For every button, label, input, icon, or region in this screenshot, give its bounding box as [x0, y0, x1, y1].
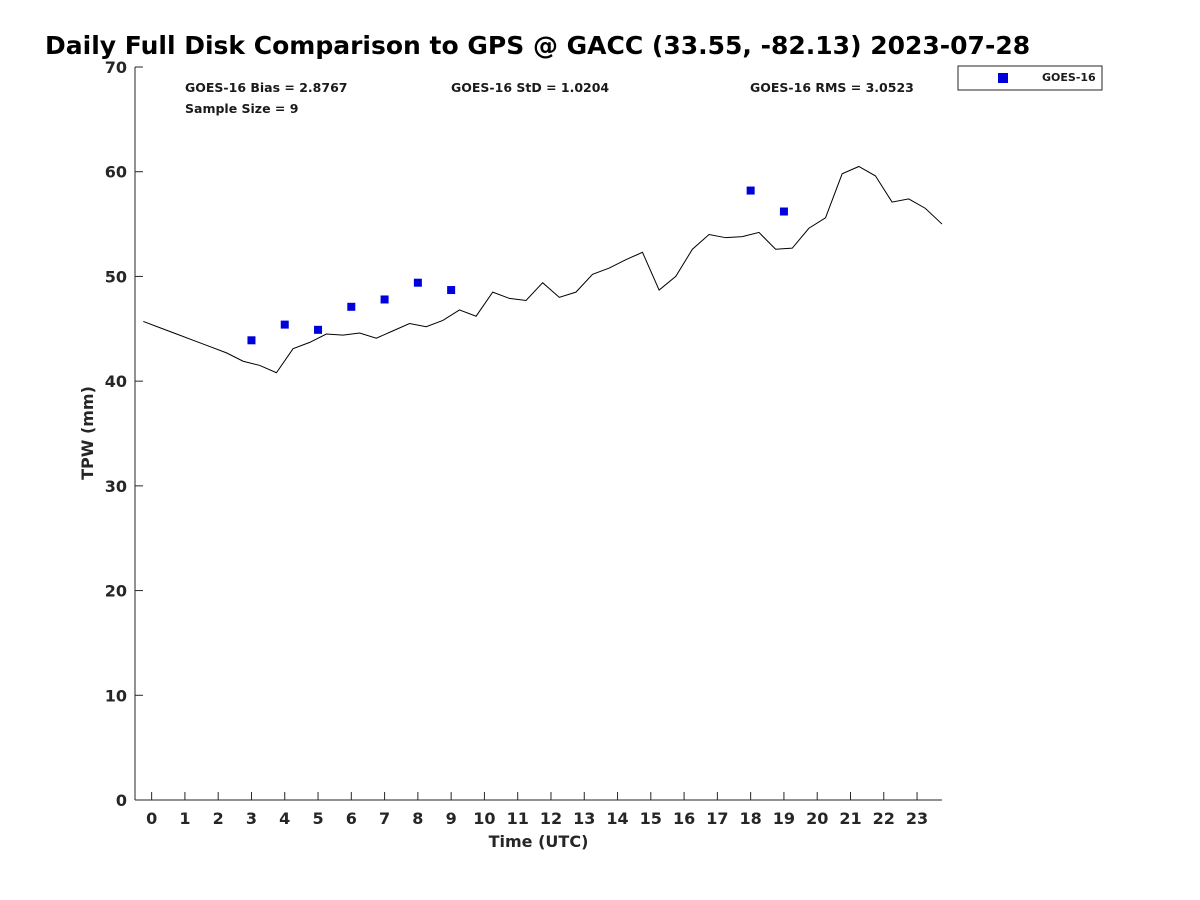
legend-marker-goes16 [998, 73, 1008, 83]
x-tick-label: 4 [279, 809, 290, 828]
x-tick-label: 2 [213, 809, 224, 828]
x-tick-label: 11 [507, 809, 529, 828]
y-tick-label: 0 [116, 791, 127, 810]
rms-stat: GOES-16 RMS = 3.0523 [750, 80, 914, 95]
gps-tpw-line [143, 165, 943, 374]
x-tick-label: 6 [346, 809, 357, 828]
goes16-point [779, 207, 788, 216]
x-tick-label: 8 [412, 809, 423, 828]
goes16-point [413, 278, 422, 287]
goes16-point [746, 186, 755, 195]
y-tick-label: 70 [105, 58, 127, 77]
x-tick-label: 9 [446, 809, 457, 828]
goes16-point [347, 302, 356, 311]
y-tick-label: 40 [105, 372, 127, 391]
y-tick-label: 10 [105, 686, 127, 705]
x-tick-label: 13 [573, 809, 595, 828]
x-tick-label: 22 [873, 809, 895, 828]
y-tick-label: 60 [105, 163, 127, 182]
std-stat: GOES-16 StD = 1.0204 [451, 80, 609, 95]
bias-stat: GOES-16 Bias = 2.8767 [185, 80, 347, 95]
y-axis-label: TPW (mm) [78, 386, 97, 480]
x-tick-label: 14 [606, 809, 628, 828]
x-tick-label: 15 [640, 809, 662, 828]
chart-title: Daily Full Disk Comparison to GPS @ GACC… [45, 31, 1030, 60]
x-tick-label: 16 [673, 809, 695, 828]
x-tick-label: 18 [740, 809, 762, 828]
x-tick-label: 19 [773, 809, 795, 828]
x-ticks: 0 1 2 3 4 5 6 7 8 9 10 11 12 13 14 15 16 17 18 19 20 21 22 23 [146, 792, 928, 828]
x-tick-label: 7 [379, 809, 390, 828]
y-ticks: 0 10 20 30 40 50 60 70 [105, 58, 143, 810]
goes16-point [447, 286, 456, 295]
y-tick-label: 30 [105, 477, 127, 496]
x-tick-label: 5 [312, 809, 323, 828]
x-tick-label: 23 [906, 809, 928, 828]
x-tick-label: 0 [146, 809, 157, 828]
sample-size-stat: Sample Size = 9 [185, 101, 298, 116]
x-tick-label: 20 [806, 809, 828, 828]
y-tick-label: 20 [105, 582, 127, 601]
goes16-points [247, 186, 788, 345]
goes16-point [380, 295, 389, 304]
x-tick-label: 17 [706, 809, 728, 828]
legend: GOES-16 [957, 65, 1103, 91]
plot-area [134, 67, 942, 801]
x-tick-label: 1 [179, 809, 190, 828]
goes16-point [280, 320, 289, 329]
x-tick-label: 10 [473, 809, 495, 828]
x-axis-label: Time (UTC) [489, 832, 589, 851]
y-tick-label: 50 [105, 267, 127, 286]
legend-label-goes16: GOES-16 [1042, 71, 1096, 84]
legend-box [957, 65, 1103, 91]
x-tick-label: 12 [540, 809, 562, 828]
x-tick-label: 21 [839, 809, 861, 828]
goes16-point [247, 336, 256, 345]
goes16-point [314, 325, 323, 334]
x-tick-label: 3 [246, 809, 257, 828]
